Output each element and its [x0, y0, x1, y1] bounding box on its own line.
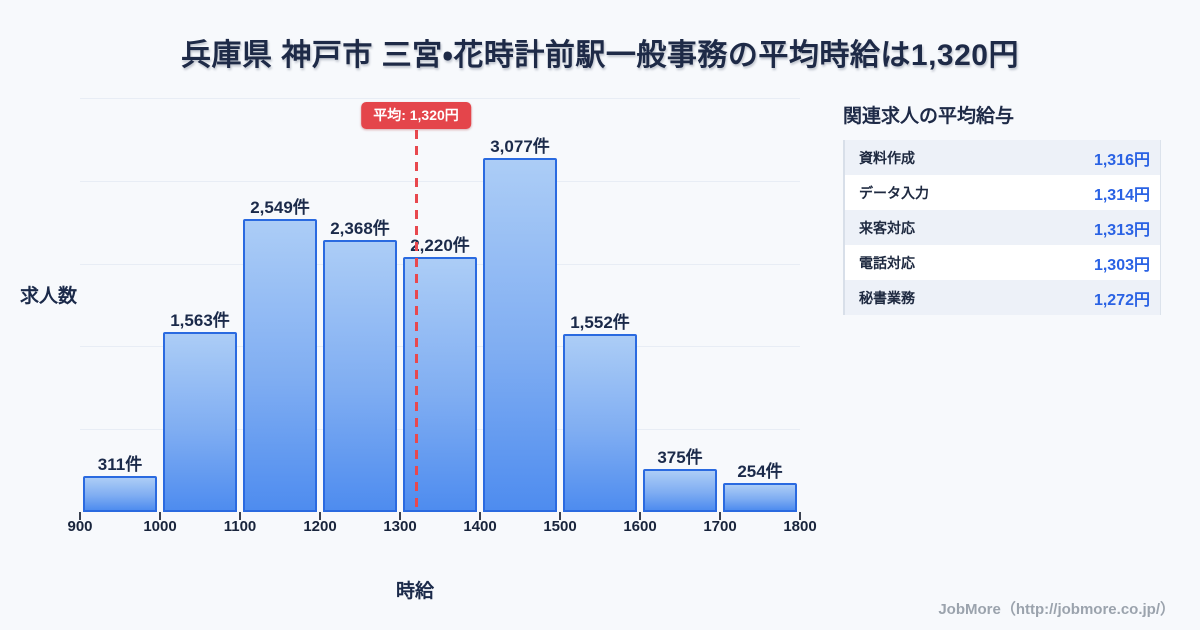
bar-value-label: 3,077件 [490, 137, 550, 156]
histogram-bar [563, 334, 637, 512]
job-label: 来客対応 [859, 219, 915, 236]
bar-value-label: 1,563件 [170, 311, 230, 330]
gridline [80, 98, 800, 99]
tick-mark [479, 512, 481, 520]
tick-mark [319, 512, 321, 520]
histogram-bar [723, 483, 797, 512]
x-tick-label: 1000 [143, 518, 177, 535]
x-tick-label: 1400 [463, 518, 497, 535]
tick-mark [239, 512, 241, 520]
histogram-bar [323, 240, 397, 512]
job-label: 電話対応 [859, 254, 915, 271]
table-row: データ入力 1,314円 [845, 175, 1160, 210]
x-tick-label: 1100 [223, 518, 257, 535]
x-tick-label: 1600 [623, 518, 657, 535]
tick-mark [559, 512, 561, 520]
y-axis-label: 求人数 [20, 286, 78, 307]
tick-mark [719, 512, 721, 520]
table-row: 来客対応 1,313円 [845, 210, 1160, 245]
job-value: 1,313円 [1093, 221, 1150, 239]
x-axis-label: 時給 [395, 581, 435, 602]
bar-value-label: 254件 [737, 462, 783, 481]
x-tick-label: 1300 [383, 518, 417, 535]
average-badge: 平均: 1,320円 [361, 102, 471, 129]
table-row: 資料作成 1,316円 [845, 140, 1160, 175]
job-value: 1,316円 [1093, 151, 1150, 169]
histogram-bar [83, 476, 157, 512]
tick-mark [159, 512, 161, 520]
bar-value-label: 2,549件 [250, 198, 310, 217]
job-label: データ入力 [859, 184, 929, 201]
job-value: 1,314円 [1093, 186, 1150, 204]
salary-table: 資料作成 1,316円データ入力 1,314円来客対応 1,313円電話対応 1,303… [843, 140, 1161, 315]
bar-value-label: 2,368件 [330, 219, 390, 238]
tick-mark [79, 512, 81, 520]
table-row: 秘書業務 1,272円 [845, 280, 1160, 315]
bar-value-label: 1,552件 [570, 313, 630, 332]
gridline [80, 180, 800, 182]
related-jobs-header: 関連求人の平均給与 [843, 106, 1015, 127]
x-tick-label: 1500 [543, 518, 577, 535]
footer-credit: JobMore（http://jobmore.co.jp/） [938, 601, 1175, 618]
bar-chart: 311件 1,563件 2,549件 2,368件 2,220件 3,077件 1,552件… [67, 98, 817, 535]
job-value: 1,272円 [1093, 291, 1150, 309]
bar-value-label: 375件 [657, 448, 703, 467]
histogram-bar [483, 158, 557, 512]
job-label: 資料作成 [859, 149, 915, 166]
average-line [414, 130, 418, 512]
job-label: 秘書業務 [859, 289, 915, 306]
x-tick-label: 1800 [783, 518, 817, 535]
histogram-bar [163, 332, 237, 512]
page-title: 兵庫県 神戸市 三宮・花時計前駅一般事務の平均時給は1,320円 [181, 39, 1019, 72]
table-row: 電話対応 1,303円 [845, 245, 1160, 280]
tick-mark [399, 512, 401, 520]
job-value: 1,303円 [1093, 256, 1150, 274]
x-tick-label: 1700 [703, 518, 737, 535]
bar-value-label: 2,220件 [410, 236, 470, 255]
tick-mark [639, 512, 641, 520]
histogram-bar [243, 219, 317, 512]
tick-mark [799, 512, 801, 520]
x-tick-label: 900 [67, 518, 93, 535]
x-tick-label: 1200 [303, 518, 337, 535]
bar-value-label: 311件 [97, 455, 143, 474]
histogram-bar [643, 469, 717, 512]
